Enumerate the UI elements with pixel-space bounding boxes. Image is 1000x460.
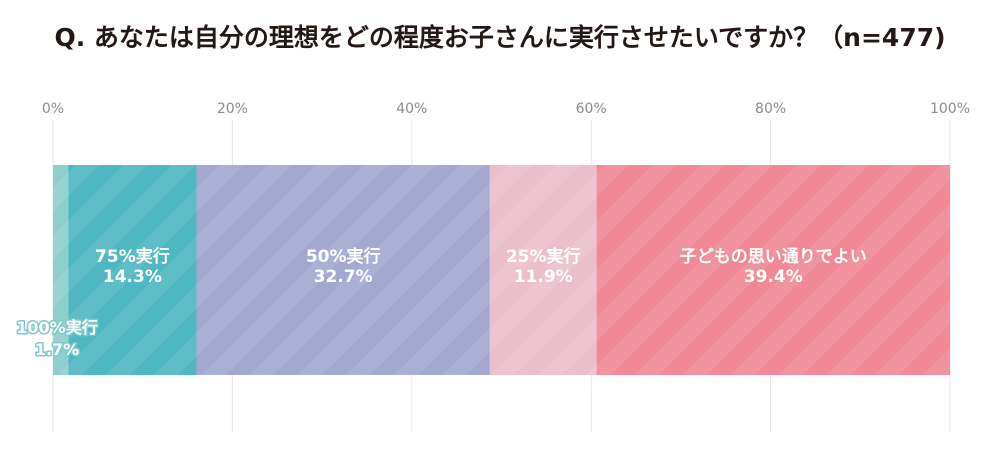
x-tick-label-5: 100%: [930, 101, 970, 117]
x-axis-ticks: 0% 20% 40% 60% 80% 100%: [42, 101, 970, 117]
segment-name-label-2: 50%実行: [306, 246, 381, 267]
x-tick-label-0: 0%: [42, 101, 64, 117]
chart-title: Q. あなたは自分の理想をどの程度お子さんに実行させたいですか？（n=477): [54, 23, 945, 52]
segment-value-label-3: 11.9%: [514, 267, 573, 287]
segment-name-label-4: 子どもの思い通りでよい: [680, 247, 867, 267]
segment-name-label-1: 75%実行: [95, 246, 170, 267]
x-tick-label-3: 60%: [576, 101, 607, 117]
segment-name-label-3: 25%実行: [506, 246, 581, 267]
segment-value-label-2: 32.7%: [314, 267, 373, 287]
segment-name-label-0: 100%実行: [16, 318, 97, 337]
x-tick-label-4: 80%: [755, 101, 786, 117]
segment-value-label-4: 39.4%: [744, 267, 803, 287]
segment-value-label-1: 14.3%: [103, 267, 162, 287]
bar-segments: [53, 165, 950, 375]
x-tick-label-2: 40%: [396, 101, 427, 117]
bar-segment-texture-0: [53, 165, 69, 375]
bar-segment-texture-4: [596, 165, 950, 375]
segment-value-label-0: 1.7%: [35, 340, 79, 359]
bar-segment-texture-2: [196, 165, 490, 375]
bar-segment-texture-1: [68, 165, 197, 375]
bar-segment-texture-3: [489, 165, 597, 375]
x-tick-label-1: 20%: [217, 101, 248, 117]
